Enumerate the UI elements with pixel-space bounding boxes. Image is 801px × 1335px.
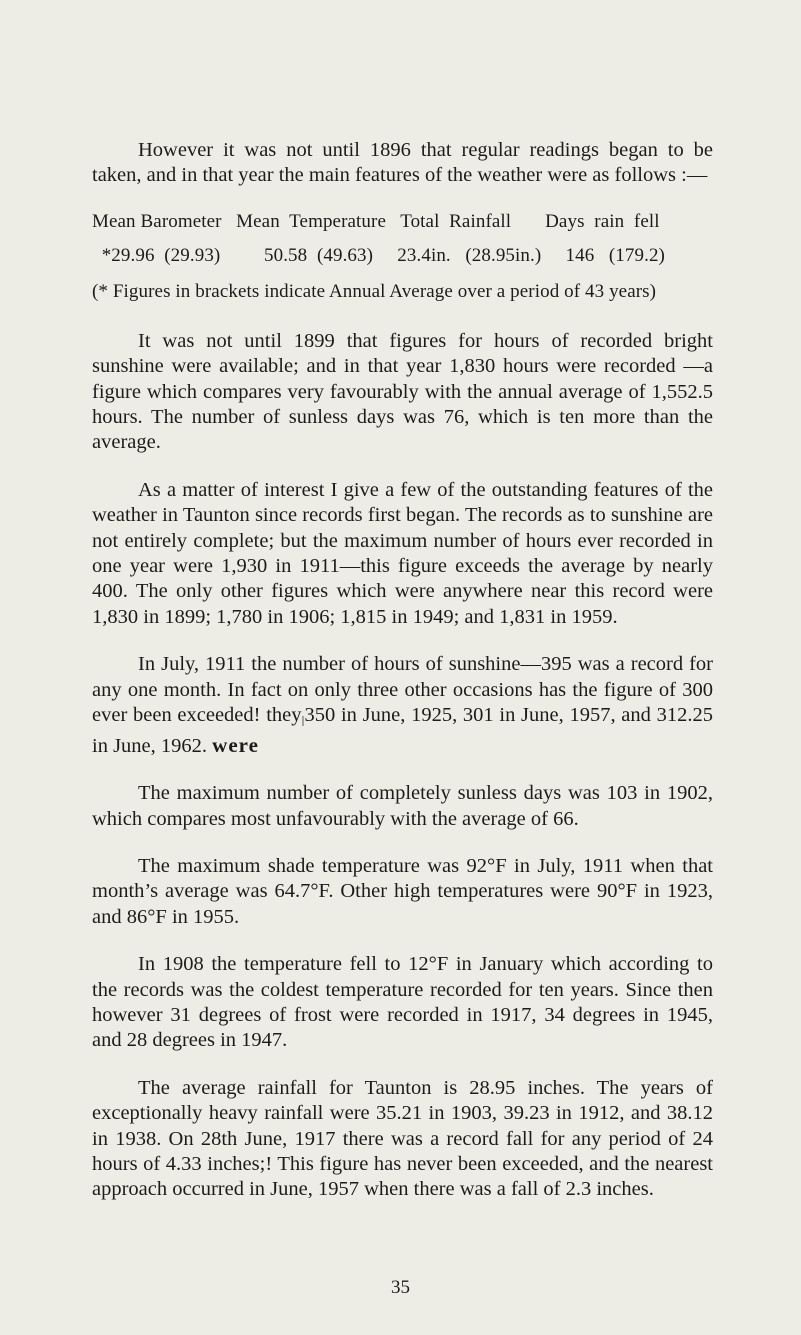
stats-header-row: Mean Barometer Mean Temperature Total Ra… xyxy=(92,211,713,233)
paragraph-july1911: In July, 1911 the number of hours of sun… xyxy=(92,652,713,759)
page: However it was not until 1896 that regul… xyxy=(0,0,801,1335)
stats-footnote: (* Figures in brackets indicate Annual A… xyxy=(92,281,713,303)
paragraph-1908: In 1908 the temperature fell to 12°F in … xyxy=(92,952,713,1054)
stats-values-row: *29.96 (29.93) 50.58 (49.63) 23.4in. (28… xyxy=(92,245,713,267)
paragraph-intro: However it was not until 1896 that regul… xyxy=(92,138,713,189)
handwritten-correction: were xyxy=(212,733,259,757)
paragraph-records: As a matter of interest I give a few of … xyxy=(92,478,713,630)
paragraph-sunless: The maximum number of completely sunless… xyxy=(92,781,713,832)
paragraph-shade-temp: The maximum shade temperature was 92°F i… xyxy=(92,854,713,930)
paragraph-1899: It was not until 1899 that figures for h… xyxy=(92,329,713,456)
page-number: 35 xyxy=(0,1277,801,1299)
paragraph-rainfall: The average rainfall for Taunton is 28.9… xyxy=(92,1076,713,1203)
